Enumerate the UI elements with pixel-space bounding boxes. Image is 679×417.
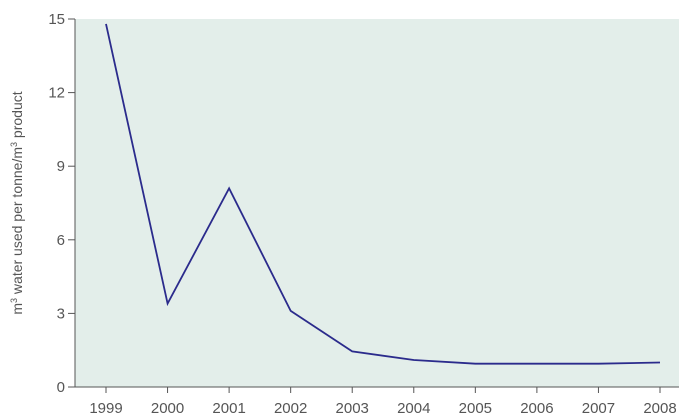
x-tick-label: 2002 xyxy=(274,400,307,417)
series-group xyxy=(105,23,661,365)
y-tick-label: 9 xyxy=(57,158,65,175)
x-tick-label: 2005 xyxy=(459,400,492,417)
series-line xyxy=(105,23,661,365)
x-tick-label: 2004 xyxy=(397,400,430,417)
x-axis: 1999 2000 2001 2002 2003 2004 2005 2006 2007 2008 xyxy=(75,386,679,417)
y-tick-label: 12 xyxy=(48,85,65,102)
x-tick-label: 2001 xyxy=(212,400,245,417)
y-axis-label: m3 water used per tonne/m3 product xyxy=(9,91,25,314)
x-tick-label: 2000 xyxy=(151,400,184,417)
y-tick-label: 0 xyxy=(57,379,65,396)
y-axis: 0 3 6 9 12 15 xyxy=(48,11,76,396)
x-tick-label: 2003 xyxy=(336,400,369,417)
plot-background xyxy=(75,19,679,387)
y-tick-label: 15 xyxy=(48,11,65,28)
x-tick-label: 1999 xyxy=(89,400,122,417)
x-tick-label: 2008 xyxy=(643,400,676,417)
x-tick-label: 2006 xyxy=(520,400,553,417)
y-tick-label: 6 xyxy=(57,232,65,249)
x-tick-label: 2007 xyxy=(582,400,615,417)
y-tick-label: 3 xyxy=(57,305,65,322)
